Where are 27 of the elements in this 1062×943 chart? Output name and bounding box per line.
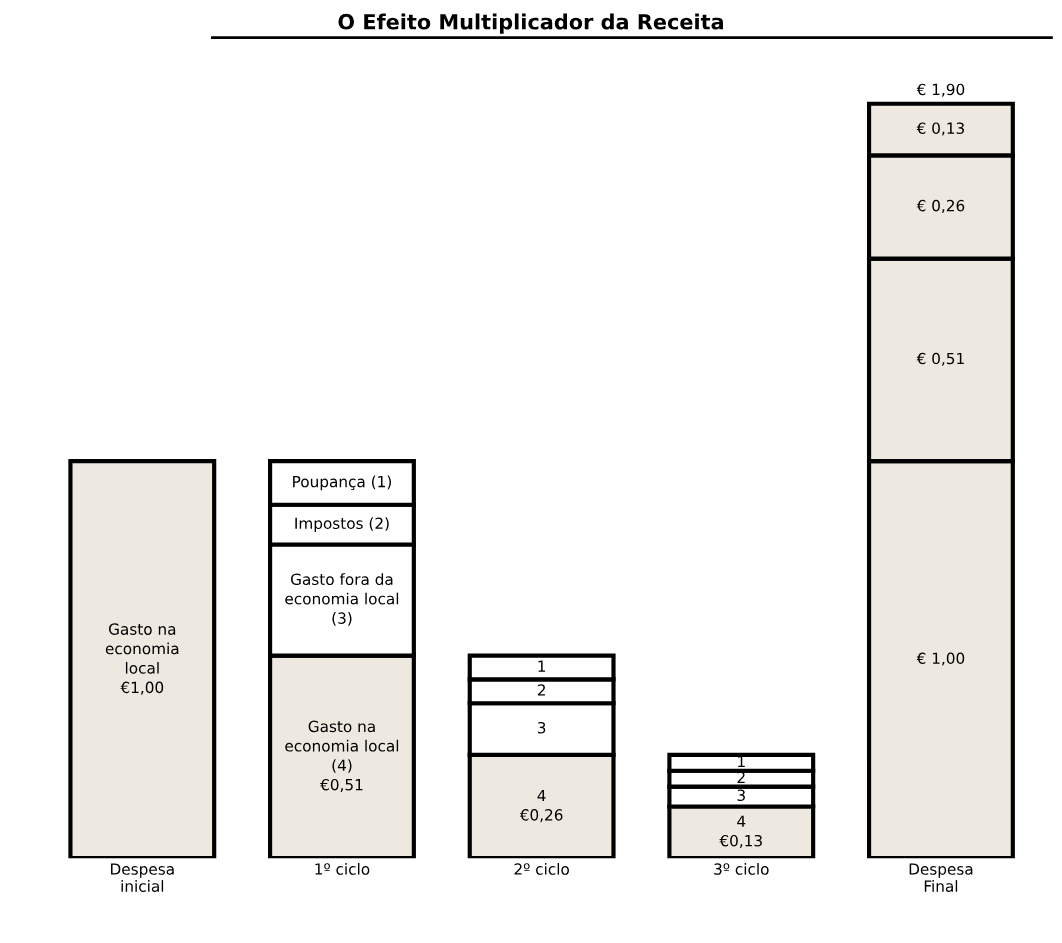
data-label: € 0,51	[916, 352, 964, 366]
x-tick-label: Despesa inicial	[111, 863, 174, 892]
data-label: €0,51	[320, 778, 363, 793]
annotation: 1	[538, 660, 546, 672]
annotation: Impostos (2)	[295, 517, 389, 532]
data-label: €1,00	[120, 681, 164, 695]
data-label: €0,26	[519, 809, 563, 823]
annotation: Gasto na economia local	[105, 623, 179, 674]
annotation: 2	[737, 771, 745, 783]
annotation: 3	[737, 789, 745, 802]
annotation: Gasto na economia local (4)	[285, 720, 399, 773]
annotation: 4	[737, 815, 746, 827]
annotation: 2	[537, 684, 545, 696]
x-tick-label: 3º ciclo	[714, 862, 769, 875]
data-label: € 0,13	[916, 122, 964, 136]
data-label: € 1,00	[916, 652, 965, 666]
annotation: Poupança (1)	[293, 475, 391, 491]
x-tick-label: 2º ciclo	[514, 862, 569, 875]
annotation: 4	[537, 789, 546, 802]
data-label: €0,13	[719, 834, 762, 849]
data-label: € 0,26	[916, 199, 965, 213]
annotation: 3	[537, 721, 546, 734]
annotation: Gasto fora da economia local (3)	[285, 573, 399, 626]
chart-title: O Efeito Multiplicador da Receita	[338, 13, 723, 34]
x-tick-label: Despesa Final	[909, 863, 973, 892]
x-tick-label: 1º ciclo	[315, 862, 370, 875]
total-label: € 1,90	[916, 83, 965, 97]
